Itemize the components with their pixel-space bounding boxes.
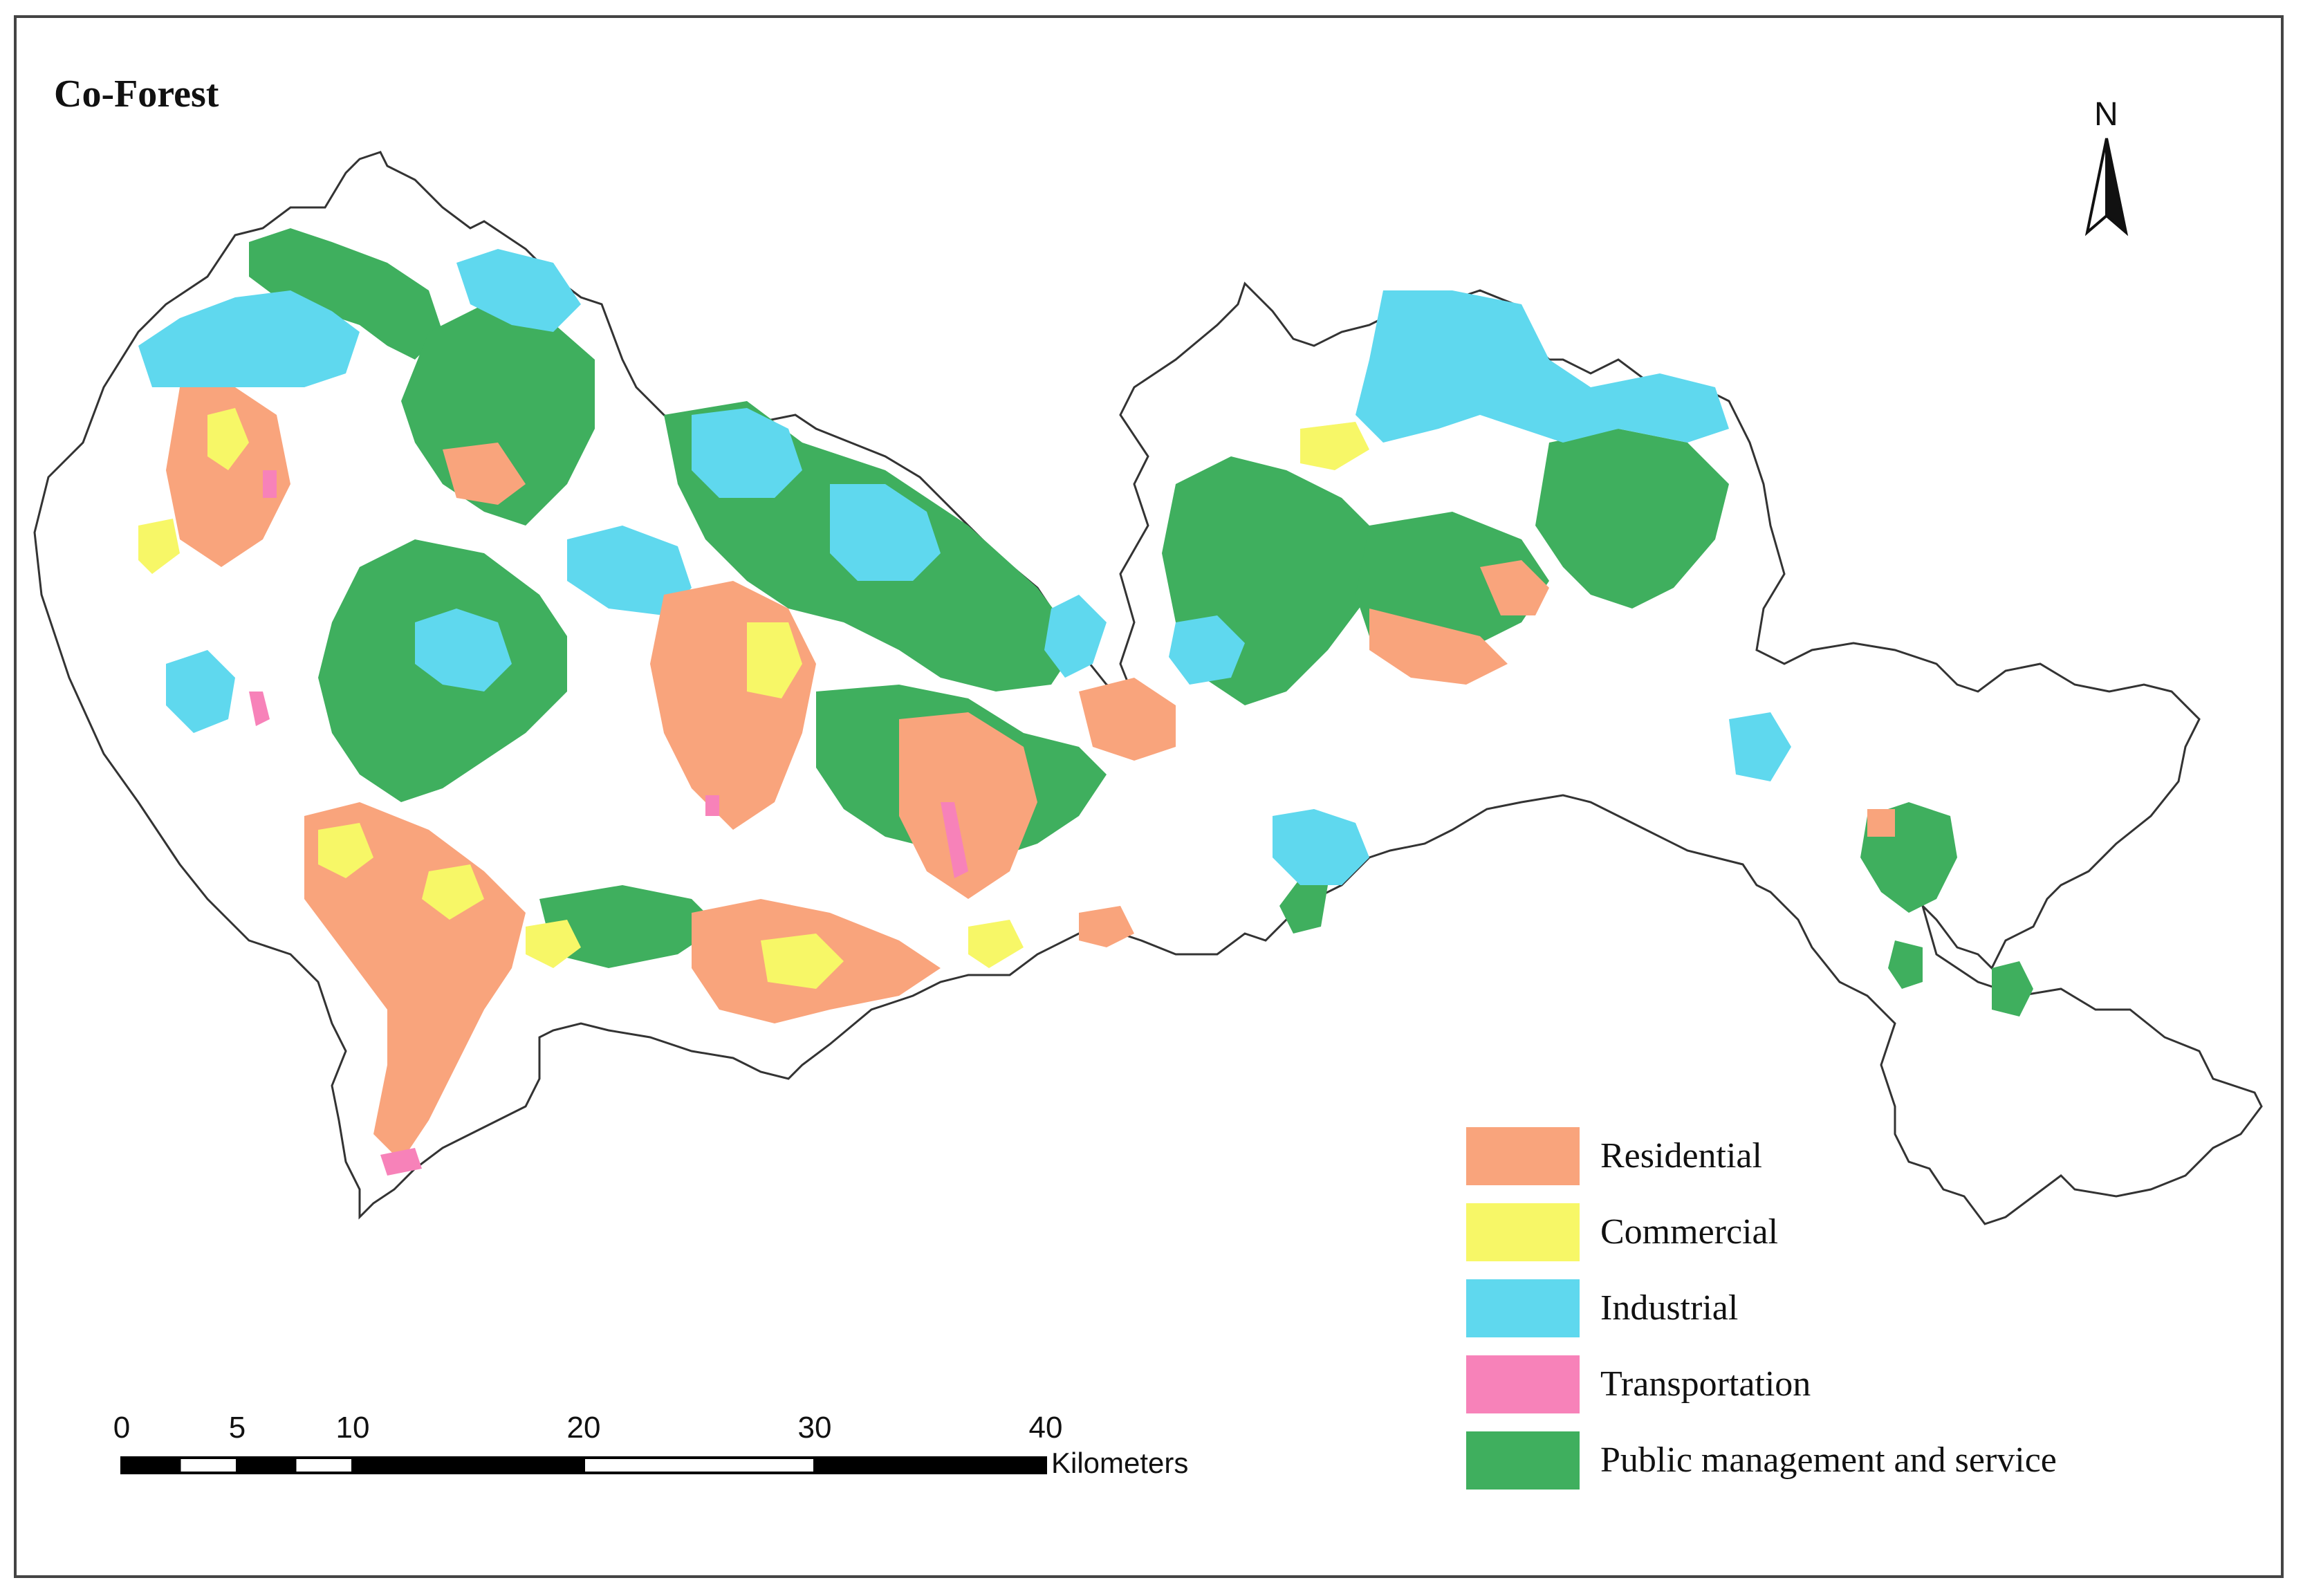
legend-item-commercial: Commercial (1466, 1203, 2158, 1265)
industrial-patches (138, 249, 1791, 885)
legend-item-transportation: Transportation (1466, 1355, 2158, 1418)
scale-bar (120, 1456, 1047, 1474)
scale-bar-segment (582, 1456, 816, 1474)
north-arrow-graphic (2084, 138, 2129, 236)
scale-unit-label: Kilometers (1051, 1447, 1189, 1479)
scale-tick-label: 10 (335, 1411, 370, 1445)
legend-item-industrial: Industrial (1466, 1279, 2158, 1342)
scale-bar-segment (293, 1456, 354, 1474)
legend-swatch-residential (1466, 1127, 1580, 1185)
land-use-patches (138, 228, 2033, 1176)
map-title: Co-Forest (54, 73, 219, 115)
scale-bar-segment (120, 1456, 181, 1474)
commercial-patches (138, 408, 1369, 989)
legend-swatch-transportation (1466, 1355, 1580, 1413)
scale-bar-segment (236, 1456, 297, 1474)
legend-item-residential: Residential (1466, 1127, 2158, 1189)
north-arrow-label: N (2094, 96, 2118, 133)
legend-item-public-management: Public management and service (1466, 1431, 2158, 1494)
legend-label-residential: Residential (1600, 1136, 1762, 1176)
legend-label-public-management: Public management and service (1600, 1440, 2057, 1480)
legend-label-industrial: Industrial (1600, 1288, 1739, 1328)
legend-swatch-industrial (1466, 1279, 1580, 1337)
public-management-patches (249, 228, 2033, 1017)
legend-swatch-public-management (1466, 1431, 1580, 1490)
scale-tick-label: 30 (797, 1411, 832, 1445)
scale-tick-label: 0 (113, 1411, 131, 1445)
legend-label-transportation: Transportation (1600, 1364, 1811, 1404)
scale-bar-segment (351, 1456, 585, 1474)
scale-bar-segment (813, 1456, 1047, 1474)
scale-tick-label: 40 (1028, 1411, 1063, 1445)
scale-tick-label: 20 (566, 1411, 601, 1445)
scale-tick-label: 5 (228, 1411, 246, 1445)
legend-swatch-commercial (1466, 1203, 1580, 1261)
scale-bar-segment (178, 1456, 239, 1474)
transportation-patches (249, 470, 968, 1176)
legend-label-commercial: Commercial (1600, 1212, 1779, 1252)
